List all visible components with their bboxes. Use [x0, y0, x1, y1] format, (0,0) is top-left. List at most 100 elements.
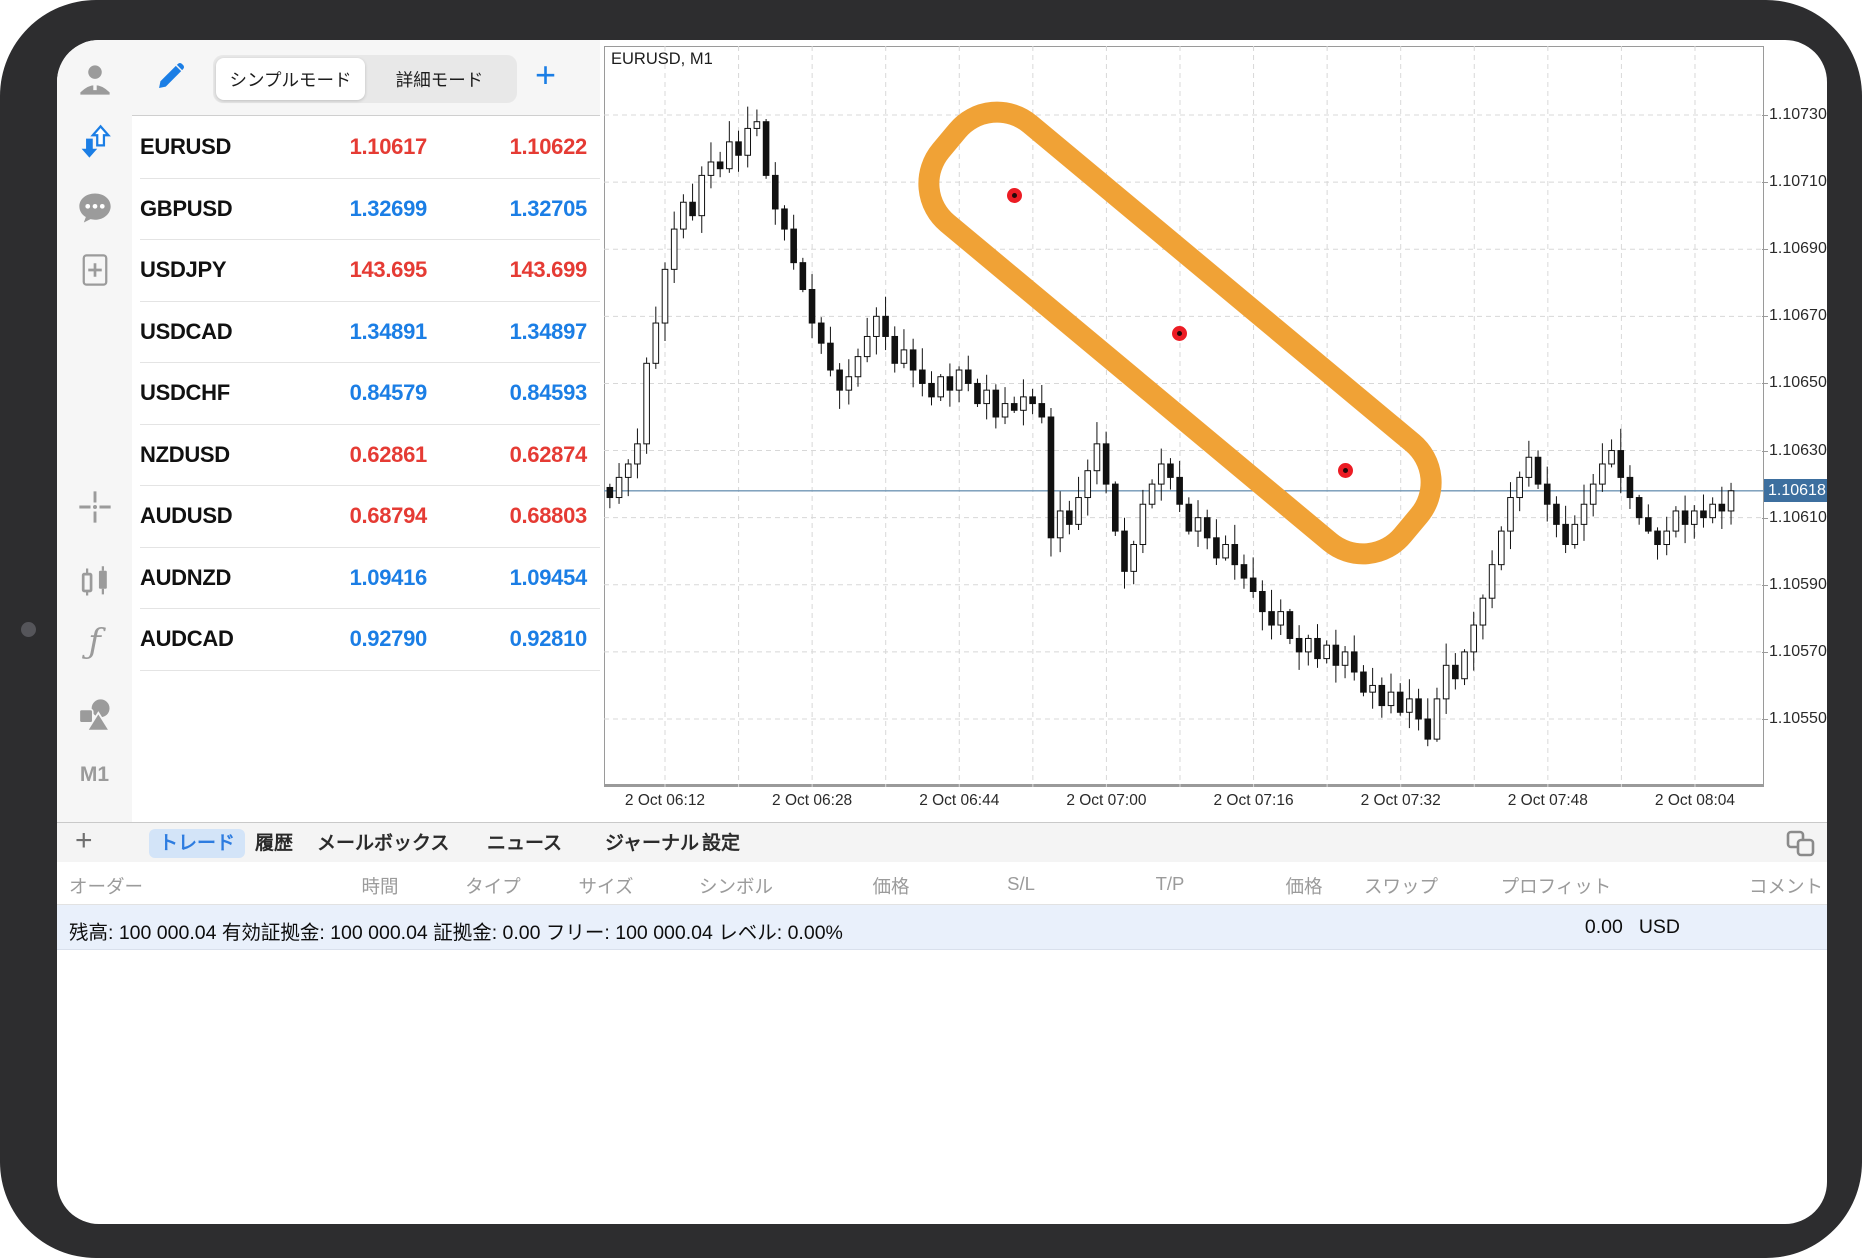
- account-icon[interactable]: [57, 58, 132, 102]
- symbol-label: USDCHF: [140, 380, 230, 405]
- tab-mailbox[interactable]: メールボックス: [317, 833, 450, 854]
- watchlist-row-usdcad[interactable]: USDCAD 1.34891 1.34897: [132, 302, 600, 364]
- timeframe-button[interactable]: M1: [57, 753, 132, 797]
- time-tick: 2 Oct 07:48: [1507, 792, 1588, 809]
- account-summary-row: 残高: 100 000.04 有効証拠金: 100 000.04 証拠金: 0.…: [57, 905, 1827, 950]
- column-header: サイズ: [578, 876, 634, 897]
- column-header: シンボル: [698, 876, 773, 897]
- watchlist-row-eurusd[interactable]: EURUSD 1.10617 1.10622: [132, 117, 600, 179]
- tab-detail-mode[interactable]: 詳細モード: [395, 69, 484, 90]
- symbol-label: AUDCAD: [140, 626, 234, 651]
- price-tick: 1.10730: [1762, 106, 1827, 124]
- watchlist: EURUSD 1.10617 1.10622 GBPUSD 1.32699 1.32705…: [132, 117, 600, 671]
- tab-history[interactable]: 履歴: [255, 833, 294, 854]
- ask-price: 0.84593: [509, 380, 588, 405]
- price-tick: 1.10610: [1762, 509, 1827, 527]
- indicators-icon[interactable]: ƒ: [88, 622, 101, 662]
- timeframe-label: M1: [79, 763, 110, 786]
- price-tick: 1.10690: [1762, 240, 1827, 258]
- price-tick: 1.10670: [1762, 307, 1827, 325]
- bid-price: 0.62861: [349, 441, 428, 467]
- tab-settings[interactable]: 設定: [702, 833, 741, 854]
- terminal-tabbar: + トレード 履歴 メールボックス ニュース ジャーナル 設定: [57, 822, 1827, 862]
- camera-dot: [21, 622, 36, 637]
- signal-dot: [1337, 463, 1353, 479]
- tab-simple-mode[interactable]: シンプルモード: [216, 58, 365, 100]
- column-header: 価格: [872, 876, 910, 897]
- price-tick: 1.10570: [1762, 643, 1827, 661]
- new-order-icon[interactable]: [57, 248, 132, 292]
- watchlist-row-nzdusd[interactable]: NZDUSD 0.62861 0.62874: [132, 425, 600, 487]
- price-tick: 1.10710: [1762, 173, 1827, 191]
- watchlist-row-audcad[interactable]: AUDCAD 0.92790 0.92810: [132, 609, 600, 671]
- ask-price: 1.32705: [509, 195, 588, 221]
- ask-price: 1.09454: [509, 564, 588, 590]
- column-header: コメント: [1748, 876, 1823, 897]
- tab-journal[interactable]: ジャーナル: [605, 833, 700, 854]
- column-header: 価格: [1285, 876, 1323, 897]
- crosshair-icon[interactable]: [57, 485, 132, 529]
- symbol-label: USDCAD: [140, 318, 233, 344]
- chart-frame: [604, 46, 1764, 787]
- column-header: T/P: [1155, 873, 1185, 894]
- bid-price: 1.09416: [349, 564, 428, 590]
- time-tick: 2 Oct 08:04: [1654, 792, 1736, 809]
- quotes-sort-icon[interactable]: [57, 120, 132, 164]
- ask-price: 0.92810: [509, 626, 588, 651]
- symbol-label: AUDNZD: [140, 564, 232, 590]
- left-toolbar: ƒ M1: [57, 40, 132, 822]
- bid-price: 1.32699: [349, 195, 428, 221]
- bid-price: 143.695: [349, 257, 428, 282]
- symbol-label: GBPUSD: [140, 195, 233, 221]
- time-tick: 2 Oct 07:32: [1360, 792, 1441, 809]
- price-tick: 1.10650: [1762, 374, 1827, 392]
- edit-pencil-icon[interactable]: [153, 60, 187, 99]
- ask-price: 0.62874: [509, 441, 588, 467]
- orders-table-header: オーダー 時間 タイプ サイズ シンボル 価格 S/L T/P 価格 スワップ プロフィット コメント: [57, 862, 1827, 905]
- column-header: スワップ: [1363, 876, 1438, 897]
- current-price-tag: 1.10618: [1764, 478, 1827, 502]
- tab-trade[interactable]: トレード: [149, 829, 246, 858]
- window-layout-icon[interactable]: [1785, 829, 1817, 864]
- chart-symbol-label: EURUSD, M1: [611, 50, 713, 68]
- ask-price: 143.699: [509, 257, 588, 282]
- chat-icon[interactable]: [57, 186, 132, 230]
- time-tick: 2 Oct 07:00: [1066, 792, 1147, 809]
- column-header: タイプ: [465, 876, 521, 897]
- symbol-label: USDJPY: [140, 257, 227, 282]
- symbol-label: AUDUSD: [140, 503, 233, 528]
- add-symbol-button[interactable]: +: [535, 54, 557, 95]
- column-header: プロフィット: [1500, 876, 1612, 897]
- watchlist-row-usdchf[interactable]: USDCHF 0.84579 0.84593: [132, 363, 600, 425]
- watchlist-row-gbpusd[interactable]: GBPUSD 1.32699 1.32705: [132, 179, 600, 241]
- watchlist-row-audusd[interactable]: AUDUSD 0.68794 0.68803: [132, 486, 600, 548]
- ask-price: 0.68803: [509, 503, 588, 528]
- new-order-plus-button[interactable]: +: [75, 824, 93, 857]
- account-currency: USD: [1638, 916, 1680, 938]
- mode-segmented-control: シンプルモード 詳細モード: [213, 55, 517, 103]
- candles-style-icon[interactable]: [57, 560, 132, 604]
- bid-price: 0.92790: [349, 626, 428, 651]
- price-tick: 1.10550: [1762, 710, 1827, 728]
- ask-price: 1.10622: [509, 134, 588, 159]
- bid-price: 1.10617: [349, 134, 428, 159]
- tab-news[interactable]: ニュース: [487, 833, 563, 854]
- objects-icon[interactable]: [57, 693, 132, 737]
- price-chart[interactable]: [604, 46, 1764, 787]
- profit-value: 0.00: [1584, 916, 1623, 938]
- column-header: 時間: [361, 876, 399, 897]
- signal-dot: [1172, 325, 1188, 341]
- bid-price: 0.68794: [349, 503, 428, 528]
- time-tick: 2 Oct 06:12: [624, 792, 706, 809]
- price-tick: 1.10590: [1762, 576, 1827, 594]
- symbol-label: EURUSD: [140, 134, 232, 159]
- signal-dot: [1006, 188, 1022, 204]
- watchlist-row-usdjpy[interactable]: USDJPY 143.695 143.699: [132, 240, 600, 302]
- time-tick: 2 Oct 06:44: [919, 792, 1000, 809]
- column-header: S/L: [1007, 873, 1035, 894]
- watchlist-row-audnzd[interactable]: AUDNZD 1.09416 1.09454: [132, 548, 600, 610]
- balance-summary: 残高: 100 000.04 有効証拠金: 100 000.04 証拠金: 0.…: [69, 922, 843, 944]
- ask-price: 1.34897: [509, 318, 588, 344]
- price-tick: 1.10630: [1762, 442, 1827, 460]
